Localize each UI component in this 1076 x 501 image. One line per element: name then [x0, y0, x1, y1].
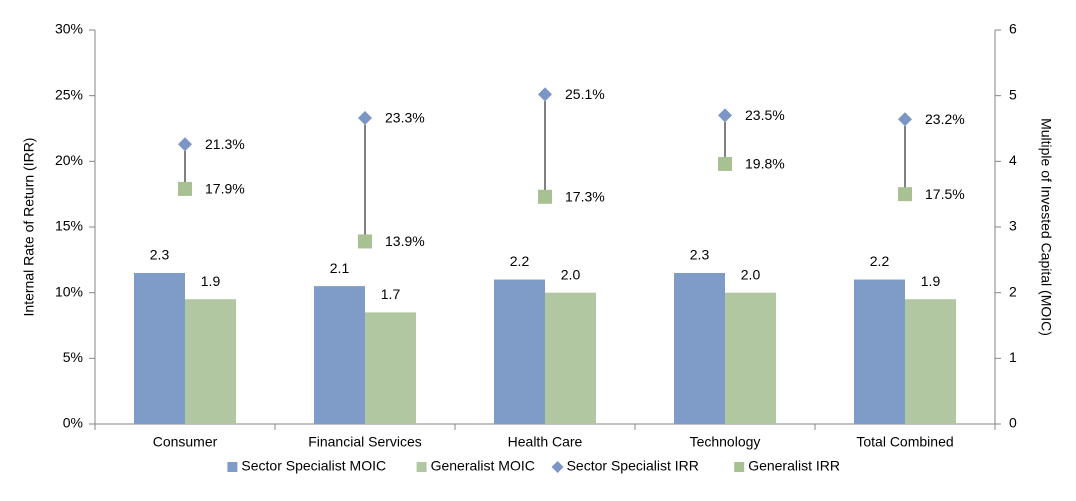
point-label: 25.1% [565, 86, 605, 102]
bar-label: 2.1 [330, 260, 350, 276]
y-tick-label: 25% [55, 86, 83, 102]
marker [898, 112, 912, 127]
point-label: 17.5% [925, 186, 965, 202]
marker [358, 234, 372, 249]
x-tick-label: Technology [690, 434, 761, 450]
marker [178, 181, 192, 196]
bar [134, 272, 185, 424]
bar-label: 1.9 [201, 273, 221, 289]
point-label: 19.8% [745, 156, 785, 172]
bar [185, 299, 236, 424]
x-tick-label: Health Care [508, 434, 583, 450]
point-label: 17.3% [565, 188, 605, 204]
bar-label: 1.7 [381, 286, 401, 302]
legend-label: Generalist IRR [748, 458, 840, 474]
bar-label: 2.0 [741, 266, 761, 282]
bar [725, 292, 776, 424]
bar [545, 292, 596, 424]
point-label: 23.5% [745, 107, 785, 123]
x-tick-label: Consumer [153, 434, 218, 450]
marker [538, 189, 552, 204]
bar-label: 2.2 [870, 253, 890, 269]
bar [365, 312, 416, 424]
bar-label: 2.2 [510, 253, 530, 269]
point-label: 13.9% [385, 233, 425, 249]
y2-tick-label: 5 [1009, 86, 1017, 102]
marker [358, 110, 372, 125]
x-tick-label: Total Combined [856, 434, 953, 450]
marker [718, 108, 732, 123]
legend-swatch [734, 462, 745, 472]
y2-tick-label: 4 [1009, 152, 1017, 168]
y2-tick-label: 2 [1009, 283, 1017, 299]
y-tick-label: 15% [55, 218, 83, 234]
y2-tick-label: 6 [1009, 21, 1017, 37]
point-label: 23.3% [385, 110, 425, 126]
marker [178, 137, 192, 152]
y-tick-label: 20% [55, 152, 83, 168]
y2-axis-title: Multiple of Invested Capital (MOIC) [1038, 118, 1054, 336]
marker [898, 187, 912, 202]
legend-swatch [551, 461, 564, 473]
bar-label: 2.0 [561, 266, 581, 282]
bar [905, 299, 956, 424]
y-tick-label: 10% [55, 283, 83, 299]
bar-label: 1.9 [921, 273, 941, 289]
y-tick-label: 0% [63, 415, 83, 431]
point-label: 17.9% [205, 181, 245, 197]
y-tick-label: 30% [55, 21, 83, 37]
legend-swatch [416, 462, 427, 472]
y2-tick-label: 0 [1009, 415, 1017, 431]
legend-swatch [227, 462, 238, 472]
bar [314, 286, 365, 424]
legend-label: Sector Specialist IRR [567, 458, 699, 474]
marker [538, 87, 552, 102]
legend-label: Generalist MOIC [431, 458, 535, 474]
bar-label: 2.3 [690, 247, 710, 263]
y-axis-title: Internal Rate of Return (IRR) [21, 138, 37, 317]
y2-tick-label: 3 [1009, 218, 1017, 234]
y2-tick-label: 1 [1009, 349, 1017, 365]
point-label: 23.2% [925, 111, 965, 127]
marker [718, 156, 732, 171]
legend-label: Sector Specialist MOIC [241, 458, 386, 474]
bar-label: 2.3 [150, 247, 170, 263]
y-tick-label: 5% [63, 349, 83, 365]
point-label: 21.3% [205, 136, 245, 152]
bar [494, 279, 545, 424]
bar [854, 279, 905, 424]
bar [674, 272, 725, 424]
x-tick-label: Financial Services [308, 434, 422, 450]
